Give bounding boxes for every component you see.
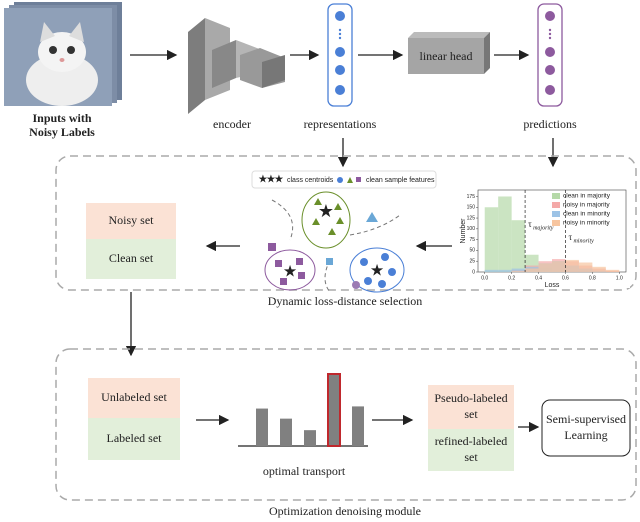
clean-set-box bbox=[86, 239, 176, 279]
pseudo-label: Pseudo-labeled bbox=[434, 391, 507, 405]
labeled-set: Labeled set bbox=[107, 431, 163, 445]
optimization-box bbox=[55, 348, 637, 501]
hist-bar bbox=[484, 269, 499, 272]
ssl-box bbox=[541, 399, 631, 457]
noisy-set: Noisy set bbox=[109, 213, 155, 227]
linear-head-label: linear head bbox=[420, 49, 473, 63]
svg-text:★: ★ bbox=[283, 264, 297, 281]
hist-bar bbox=[511, 268, 526, 272]
hist-bar bbox=[511, 220, 526, 272]
x-tick-label: 0.8 bbox=[589, 275, 596, 281]
legend-swatch bbox=[552, 193, 560, 199]
transport-label: optimal transport bbox=[263, 464, 346, 478]
hist-bar bbox=[511, 271, 526, 272]
y-tick-label: 100 bbox=[467, 226, 476, 232]
transport-bar bbox=[327, 373, 341, 447]
legend-label: class centroids bbox=[287, 177, 334, 184]
legend-label: noisy in majority bbox=[563, 202, 610, 209]
x-tick-label: 0.0 bbox=[481, 275, 488, 281]
threshold-symbol: τ bbox=[528, 219, 532, 229]
hist-bar bbox=[605, 269, 620, 272]
transport-bar bbox=[352, 406, 364, 446]
x-tick-label: 0.6 bbox=[562, 275, 569, 281]
y-tick-label: 0 bbox=[472, 269, 475, 275]
svg-text:★: ★ bbox=[266, 174, 276, 186]
threshold-symbol: τ bbox=[568, 232, 572, 242]
optimization-title: Optimization denoising module bbox=[269, 504, 421, 518]
hist-bar bbox=[525, 268, 539, 272]
hist-bar bbox=[592, 266, 606, 272]
selection-title: Dynamic loss-distance selection bbox=[268, 294, 423, 308]
y-tick-label: 75 bbox=[469, 237, 475, 243]
legend-label: clean sample features bbox=[366, 177, 435, 184]
hist-bar bbox=[538, 263, 552, 272]
input-label: Noisy Labels bbox=[29, 125, 95, 139]
noisy-set-box bbox=[86, 203, 176, 239]
y-tick-label: 175 bbox=[467, 194, 476, 200]
legend-label: clean in majority bbox=[563, 193, 611, 200]
unlabeled-set: Unlabeled set bbox=[101, 390, 167, 404]
legend-label: noisy in minority bbox=[563, 220, 610, 227]
threshold-sub: majority bbox=[533, 225, 554, 231]
predictions bbox=[537, 3, 563, 107]
hist-bar bbox=[578, 262, 593, 272]
legend-swatch bbox=[552, 202, 560, 208]
y-tick-label: 50 bbox=[469, 248, 475, 254]
x-tick-label: 1.0 bbox=[616, 275, 623, 281]
y-axis-label: Number bbox=[460, 218, 467, 244]
refined-label: set bbox=[464, 450, 478, 464]
legend-swatch bbox=[552, 211, 560, 217]
legend: ★★★ class centroids clean sample feature… bbox=[251, 170, 437, 189]
labeled-box bbox=[88, 418, 180, 460]
hist-bar bbox=[498, 196, 512, 272]
svg-text:★: ★ bbox=[274, 174, 284, 186]
y-tick-label: 125 bbox=[467, 215, 476, 221]
hist-bar bbox=[498, 269, 512, 272]
hist-bar bbox=[552, 261, 566, 272]
legend-swatch bbox=[552, 220, 560, 226]
clean-set: Clean set bbox=[109, 251, 154, 265]
input-label: Inputs with bbox=[32, 111, 91, 125]
refined-box bbox=[428, 429, 514, 471]
linear-head bbox=[408, 32, 490, 74]
hist-bar bbox=[565, 259, 579, 272]
refined-label: refined-labeled bbox=[435, 434, 508, 448]
encoder bbox=[188, 18, 285, 114]
hist-bar bbox=[484, 207, 499, 272]
unlabeled-box bbox=[88, 378, 180, 418]
x-tick-label: 0.4 bbox=[535, 275, 542, 281]
x-tick-label: 0.2 bbox=[508, 275, 515, 281]
representations bbox=[327, 3, 353, 107]
threshold-sub: minority bbox=[573, 238, 594, 244]
y-tick-label: 25 bbox=[469, 259, 475, 265]
pseudo-label: set bbox=[464, 407, 478, 421]
transport-bar bbox=[304, 430, 316, 446]
transport-bars bbox=[238, 373, 368, 447]
legend-label: clean in minority bbox=[563, 211, 611, 218]
ssl-label: Semi-supervised bbox=[546, 412, 626, 426]
x-axis-label: Loss bbox=[545, 282, 560, 289]
encoder-label: encoder bbox=[213, 117, 251, 131]
svg-text:★: ★ bbox=[318, 201, 334, 221]
predictions-label: predictions bbox=[523, 117, 577, 131]
representations-label: representations bbox=[304, 117, 377, 131]
clusters: ★ ★ ★ bbox=[264, 191, 405, 293]
ssl-label: Learning bbox=[564, 428, 607, 442]
input-image bbox=[4, 2, 122, 106]
svg-text:★: ★ bbox=[258, 174, 268, 186]
y-tick-label: 150 bbox=[467, 205, 476, 211]
transport-bar bbox=[280, 418, 292, 446]
pseudo-box bbox=[428, 385, 514, 429]
selection-box bbox=[55, 155, 637, 291]
histogram: 0.0 0.2 0.4 0.6 0.8 1.0 0 25 50 75 100 125 150 175 Los… bbox=[458, 182, 630, 289]
transport-bar bbox=[256, 408, 268, 446]
svg-text:★: ★ bbox=[370, 263, 384, 280]
